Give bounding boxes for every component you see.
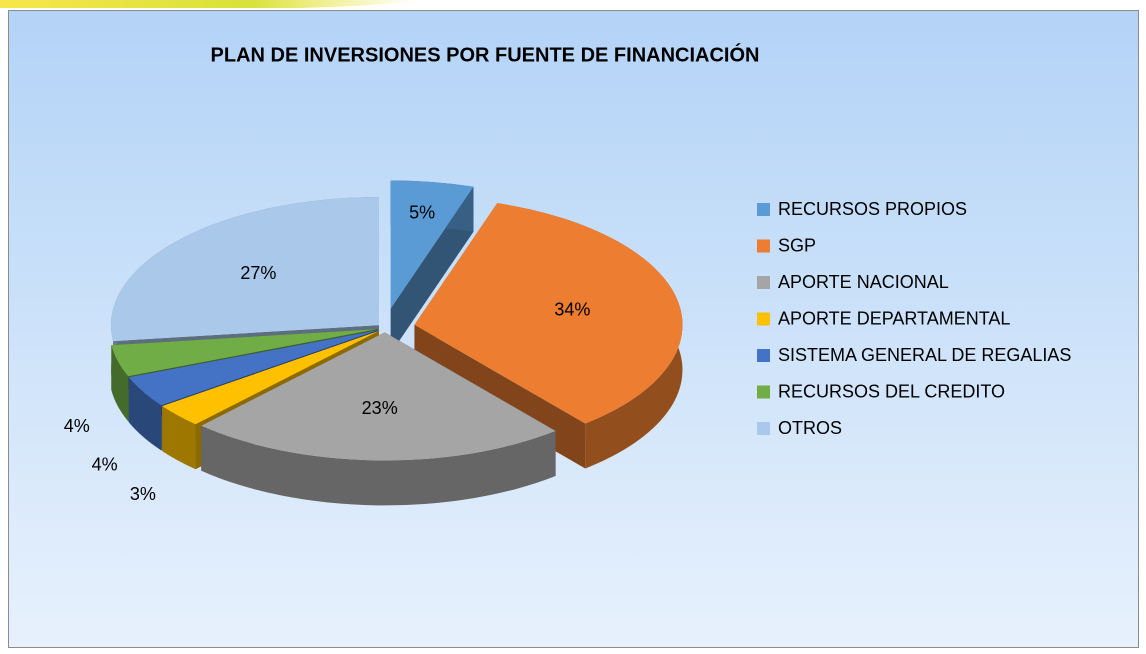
data-label: 4% <box>92 454 118 474</box>
legend-label: APORTE NACIONAL <box>778 272 949 292</box>
data-label: 5% <box>409 202 435 222</box>
top-banner <box>0 0 420 8</box>
slice <box>201 332 556 461</box>
slice <box>162 330 379 425</box>
slice-outer-wall <box>111 345 129 422</box>
legend-swatch <box>757 203 770 216</box>
data-label: 4% <box>64 416 90 436</box>
legend-swatch <box>757 312 770 326</box>
chart-title: PLAN DE INVERSIONES POR FUENTE DE FINANC… <box>211 42 760 66</box>
legend-swatch <box>757 385 770 399</box>
data-label: 3% <box>130 484 156 504</box>
legend-swatch <box>757 276 770 289</box>
legend-label: RECURSOS PROPIOS <box>778 199 967 219</box>
slice <box>390 180 474 309</box>
data-label: 34% <box>554 299 590 319</box>
legend-swatch <box>757 422 770 435</box>
slice-outer-wall <box>201 425 556 506</box>
legend-swatch <box>757 349 770 362</box>
legend-swatch <box>757 239 770 253</box>
legend-label: APORTE DEPARTAMENTAL <box>778 308 1010 328</box>
data-label: 27% <box>240 263 276 283</box>
slice <box>128 330 378 406</box>
data-label: 23% <box>362 398 398 418</box>
slice-outer-wall <box>128 377 162 451</box>
legend-label: RECURSOS DEL CREDITO <box>778 381 1005 401</box>
slice <box>414 203 683 424</box>
slice <box>110 197 379 342</box>
slice-outer-wall <box>162 406 196 470</box>
legend-label: SGP <box>778 235 816 255</box>
legend: RECURSOS PROPIOS SGP APORTE NACIONAL APORTE… <box>757 199 1071 438</box>
legend-label: OTROS <box>778 418 842 438</box>
legend-label: SISTEMA GENERAL DE REGALIAS <box>778 345 1071 365</box>
slice <box>111 329 378 377</box>
pie: 5% 34% 23% 3% 4%4% 27% <box>64 180 683 506</box>
